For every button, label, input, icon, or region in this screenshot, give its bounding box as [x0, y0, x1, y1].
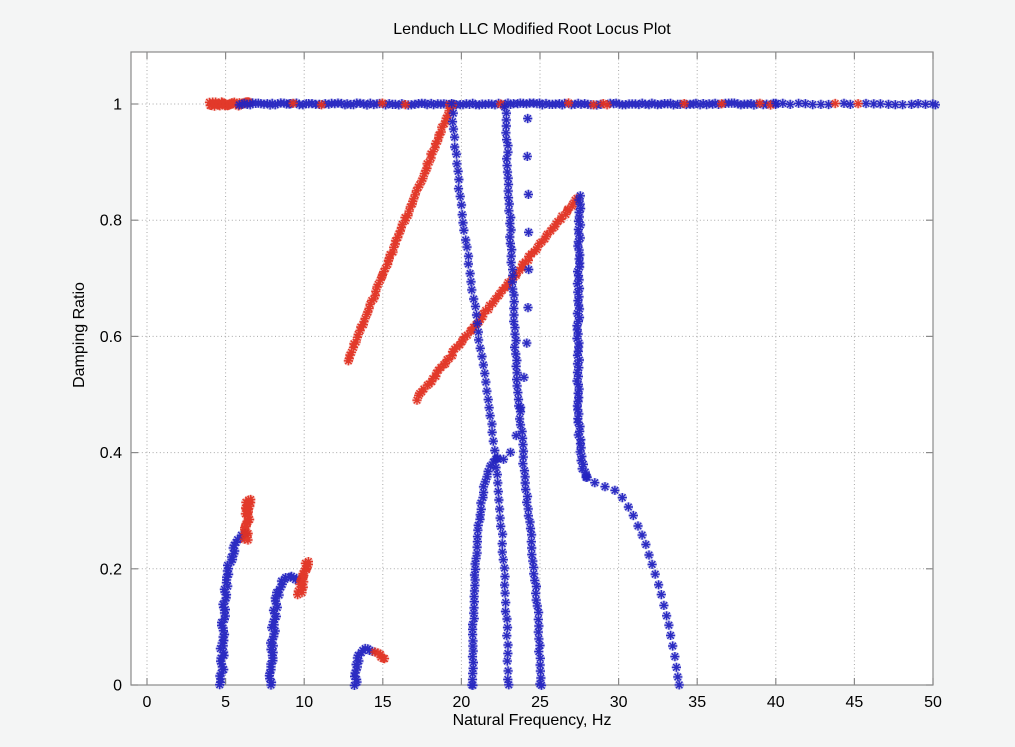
plot-area — [131, 52, 933, 685]
series-top-line-mixed-sparse — [771, 98, 940, 110]
data-series — [204, 97, 940, 690]
x-tick-label: 50 — [924, 694, 942, 711]
y-tick-label: 0.8 — [100, 213, 122, 230]
series-top-line-mixed-sparse — [830, 98, 863, 109]
y-tick-label: 0.4 — [100, 445, 122, 462]
x-axis-label: Natural Frequency, Hz — [453, 712, 612, 729]
series-arc-5hz-blue — [215, 528, 250, 690]
x-tick-label: 0 — [143, 694, 152, 711]
series-arc-5hz-red-tip — [239, 494, 256, 545]
x-tick-label: 10 — [295, 694, 313, 711]
series-blue-column-27hz — [572, 191, 591, 482]
y-tick-label: 0 — [113, 678, 122, 695]
y-tick-label: 0.2 — [100, 561, 122, 578]
x-tick-label: 35 — [688, 694, 706, 711]
series-arc-8hz-red-tip — [293, 557, 313, 600]
series-arc-13hz-red-tip — [370, 647, 390, 664]
x-tick-label: 5 — [221, 694, 230, 711]
chart-title: Lenduch LLC Modified Root Locus Plot — [393, 21, 671, 38]
x-tick-label: 45 — [846, 694, 864, 711]
y-axis-label: Damping Ratio — [71, 282, 88, 388]
series-blue-left-branch-21hz — [467, 454, 502, 690]
plot-background — [131, 52, 933, 685]
tick-labels: 0 5 10 15 20 25 30 35 40 45 50 0 0.2 0.4 0.6 0.8 1 — [100, 97, 942, 712]
x-tick-label: 15 — [374, 694, 392, 711]
series-red-diagonal-2 — [412, 193, 582, 405]
x-tick-label: 25 — [531, 694, 549, 711]
series-arc-13hz-blue — [349, 643, 377, 690]
x-tick-label: 20 — [453, 694, 471, 711]
series-arc-8hz-blue — [264, 571, 302, 690]
series-blue-vertical-23hz — [500, 102, 547, 690]
y-tick-label: 1 — [113, 97, 122, 114]
axes-frame — [130, 51, 934, 686]
y-tick-label: 0.6 — [100, 329, 122, 346]
series-red-diagonal-1 — [343, 100, 458, 366]
x-tick-label: 30 — [610, 694, 628, 711]
series-blue-fall-from-19hz — [447, 99, 514, 690]
x-tick-label: 40 — [767, 694, 785, 711]
series-blue-tail-to-34hz — [582, 472, 684, 690]
